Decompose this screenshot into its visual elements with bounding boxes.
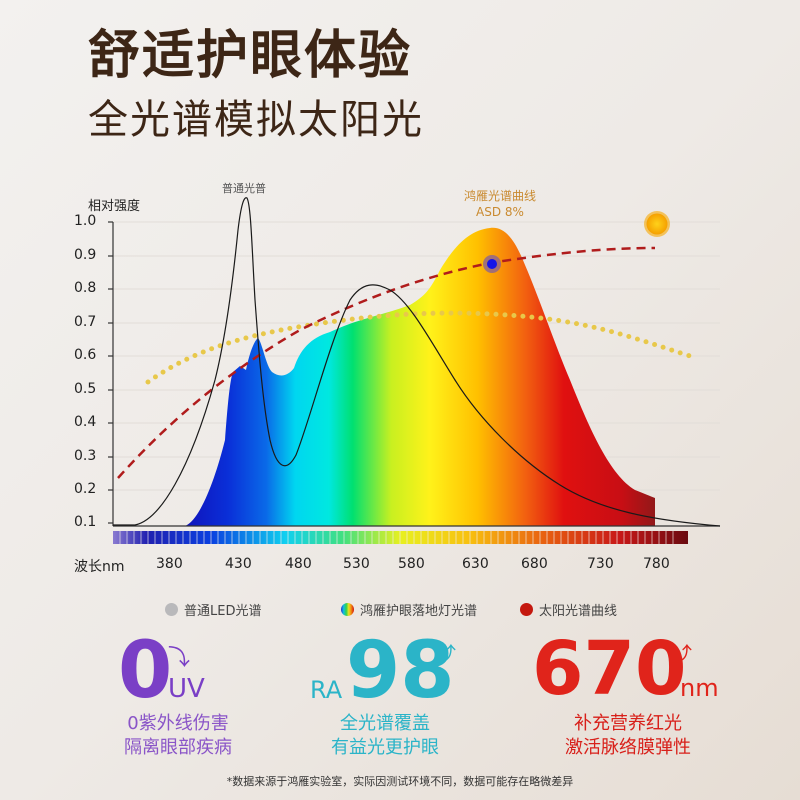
x-tick: 380 xyxy=(156,556,183,572)
y-axis-label: 相对强度 xyxy=(88,199,141,214)
uv-description: 0紫外线伤害 隔离眼部疾病 xyxy=(88,712,268,760)
red-light-unit: nm xyxy=(680,674,719,702)
red-light-description: 补充营养红光 激活脉络膜弹性 xyxy=(538,712,718,760)
color-bar-segments xyxy=(119,531,674,544)
peak-highlight-point xyxy=(487,259,497,269)
ra-desc-line2: 有益光更护眼 xyxy=(331,737,439,758)
y-tick: 0.6 xyxy=(74,347,97,363)
axes xyxy=(108,221,720,527)
legend-label: 鸿雁护眼落地灯光谱 xyxy=(360,604,478,619)
uv-desc-line2: 隔离眼部疾病 xyxy=(124,737,232,758)
x-axis-label: 波长nm xyxy=(74,559,125,575)
y-tick: 0.4 xyxy=(74,414,97,430)
ra-description: 全光谱覆盖 有益光更护眼 xyxy=(295,712,475,760)
y-tick: 0.1 xyxy=(74,514,97,530)
page-subtitle: 全光谱模拟太阳光 xyxy=(88,97,424,143)
x-tick: 430 xyxy=(225,556,252,572)
red-desc-line2: 激活脉络膜弹性 xyxy=(565,737,691,758)
hongyan-spectrum-annotation: 鸿雁光谱曲线 ASD 8% xyxy=(455,188,545,220)
y-tick: 0.7 xyxy=(74,314,97,330)
y-tick: 0.9 xyxy=(74,247,97,263)
legend-item-hongyan: 鸿雁护眼落地灯光谱 xyxy=(341,600,477,619)
page-title: 舒适护眼体验 xyxy=(88,26,413,86)
x-tick: 530 xyxy=(343,556,370,572)
legend-item-sun: 太阳光谱曲线 xyxy=(520,600,617,619)
x-tick: 730 xyxy=(587,556,614,572)
ra-value: 98 xyxy=(346,626,455,716)
arrow-down-icon: ⤵ xyxy=(168,646,191,671)
ra-desc-line1: 全光谱覆盖 xyxy=(340,713,430,734)
dotted-reference-curve xyxy=(145,310,693,385)
stat-uv: 0 ⤵ UV xyxy=(118,632,205,710)
legend-label: 普通LED光谱 xyxy=(184,604,262,619)
hongyan-spectrum-area xyxy=(185,227,655,526)
y-tick: 1.0 xyxy=(74,213,97,229)
annotation-asd: ASD 8% xyxy=(476,205,524,219)
uv-value: 0 xyxy=(118,626,173,716)
x-tick: 480 xyxy=(285,556,312,572)
y-tick: 0.2 xyxy=(74,481,97,497)
standard-spectrum-annotation: 普通光普 xyxy=(222,182,266,195)
arrow-up-icon: ⤴ xyxy=(436,642,456,666)
x-tick: 580 xyxy=(398,556,425,572)
footnote: *数据来源于鸿雁实验室，实际因测试环境不同，数据可能存在略微差异 xyxy=(226,775,574,788)
x-tick: 780 xyxy=(643,556,670,572)
stat-red-light: 670 ⤴ nm xyxy=(532,632,719,706)
ra-prefix: RA xyxy=(310,676,343,704)
red-light-value: 670 xyxy=(532,626,687,712)
red-dot-icon xyxy=(520,603,533,616)
y-tick: 0.5 xyxy=(74,381,97,397)
gray-dot-icon xyxy=(165,603,178,616)
red-desc-line1: 补充营养红光 xyxy=(574,713,682,734)
x-tick: 680 xyxy=(521,556,548,572)
arrow-up-icon: ⤴ xyxy=(672,642,692,666)
uv-desc-line1: 0紫外线伤害 xyxy=(127,713,229,734)
uv-unit: UV xyxy=(168,674,205,704)
y-tick: 0.8 xyxy=(74,280,97,296)
legend-item-standard-led: 普通LED光谱 xyxy=(165,600,261,619)
x-tick: 630 xyxy=(462,556,489,572)
sun-spectrum-curve xyxy=(117,246,656,479)
standard-led-curve xyxy=(113,197,721,527)
annotation-title: 鸿雁光谱曲线 xyxy=(463,189,536,203)
sun-icon xyxy=(644,211,670,237)
legend-label: 太阳光谱曲线 xyxy=(539,604,618,619)
y-tick: 0.3 xyxy=(74,448,97,464)
rainbow-dot-icon xyxy=(341,603,354,616)
